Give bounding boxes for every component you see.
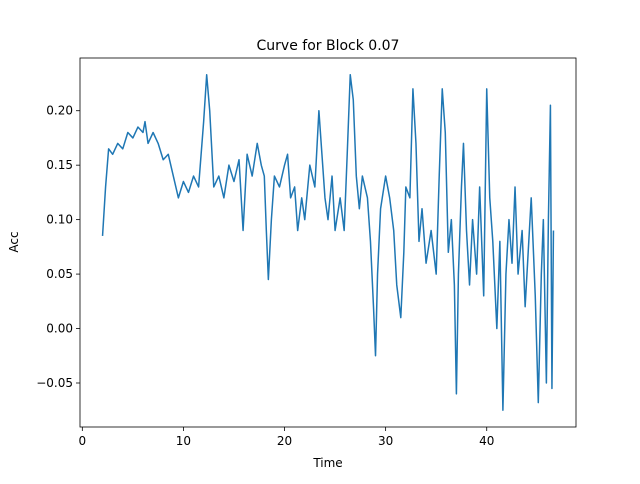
y-tick-label: −0.05: [36, 376, 73, 390]
y-tick-label: 0.15: [46, 158, 73, 172]
y-tick-label: 0.05: [46, 267, 73, 281]
x-tick-label: 40: [479, 434, 494, 448]
x-tick-label: 0: [79, 434, 87, 448]
line: [101, 74, 555, 411]
y-tick-label: 0.20: [46, 104, 73, 118]
x-axis-label: Time: [312, 456, 342, 470]
axes-frame: [79, 57, 577, 428]
y-tick-label: 0.10: [46, 213, 73, 227]
x-tick-label: 20: [277, 434, 292, 448]
x-tick-label: 10: [176, 434, 191, 448]
x-tick-label: 30: [378, 434, 393, 448]
y-axis-label: Acc: [7, 231, 21, 252]
y-tick-label: 0.00: [46, 322, 73, 336]
chart-title: Curve for Block 0.07: [257, 38, 400, 54]
